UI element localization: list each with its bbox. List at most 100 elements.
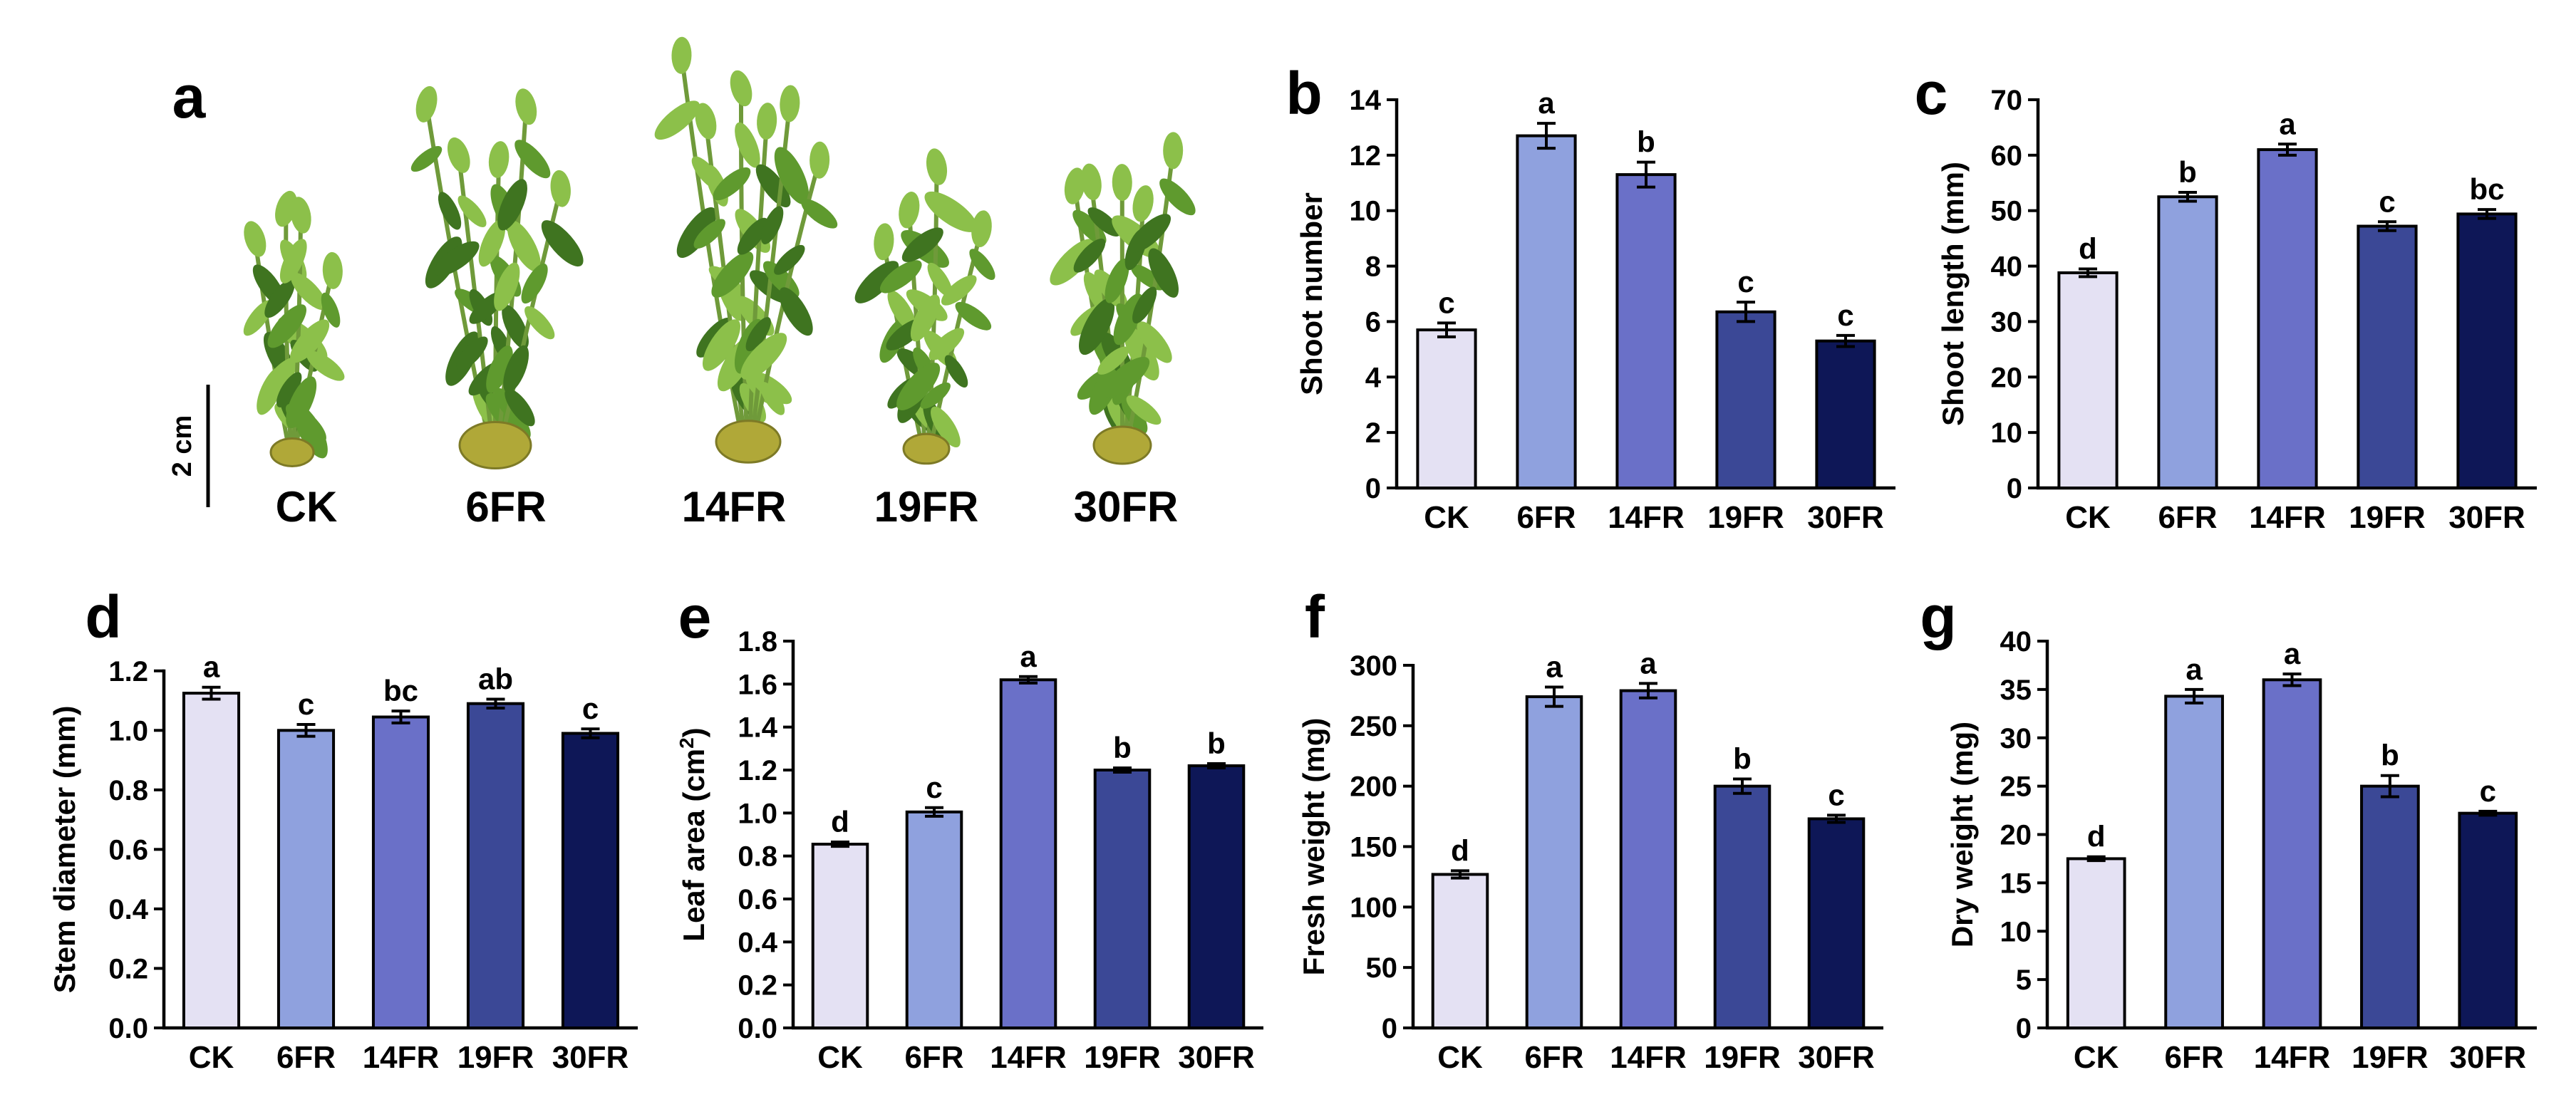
x-tick-label-ck: CK (2074, 1040, 2119, 1075)
y-axis-title: Dry weight (mg) (1945, 722, 1979, 947)
x-tick-label-30fr: 30FR (1178, 1040, 1255, 1075)
bar-6fr (2164, 695, 2224, 1029)
y-tick-label: 200 (1350, 771, 1397, 803)
x-tick-label-30fr: 30FR (2450, 1040, 2527, 1075)
y-tick-label: 0.4 (108, 894, 148, 925)
y-tick-label: 6 (1365, 306, 1381, 338)
bar-14fr (2257, 148, 2318, 489)
significance-letter: c (582, 692, 599, 725)
y-tick-label: 1.4 (738, 712, 777, 744)
chart-c: c 0 10 20 30 40 50 60 70 Shoot length (mm) d CK b 6FR… (1915, 60, 2537, 535)
y-tick-label: 14 (1350, 85, 1382, 116)
bar-19fr (1715, 310, 1776, 489)
bar-6fr (1525, 695, 1583, 1030)
chart-b: b 0 2 4 6 8 10 12 14 Shoot number c CK a 6FR b 14FR c 19F… (1286, 60, 1895, 535)
plant-base (269, 437, 315, 467)
bar-14fr (2262, 678, 2322, 1029)
y-tick-label: 0.4 (738, 927, 777, 958)
chart-d: d 0.0 0.2 0.4 0.6 0.8 1.0 1.2 Stem diameter (mm)… (48, 583, 638, 1075)
significance-letter: c (1837, 298, 1853, 332)
x-tick-label-14fr: 14FR (363, 1040, 440, 1075)
y-tick-label: 1.0 (108, 715, 148, 747)
bar-ck (182, 692, 241, 1029)
panel-e-letter: e (678, 583, 712, 650)
y-tick-label: 35 (2000, 675, 2032, 706)
plant-4 (854, 148, 995, 465)
x-tick-label-19fr: 19FR (1704, 1040, 1781, 1075)
x-tick-label-ck: CK (2065, 500, 2111, 535)
x-tick-label-ck: CK (817, 1040, 863, 1075)
x-tick-label-6fr: 6FR (276, 1040, 336, 1075)
significance-letter: a (1538, 86, 1555, 120)
y-tick-label: 30 (1991, 306, 2023, 338)
x-tick-label-6fr: 6FR (2158, 500, 2217, 535)
y-tick-label: 300 (1350, 650, 1397, 682)
significance-letter: a (2284, 637, 2301, 670)
bar-ck (2057, 271, 2119, 489)
y-tick-label: 1.2 (108, 656, 148, 687)
y-tick-label: 0.8 (108, 775, 148, 806)
plant-base (902, 432, 951, 465)
significance-letter: c (1737, 265, 1754, 298)
y-tick-label: 25 (2000, 771, 2032, 803)
plant-label-3: 14FR (682, 483, 787, 531)
y-tick-label: 0 (2007, 473, 2022, 504)
bar-30fr (2456, 212, 2518, 489)
y-tick-label: 50 (1991, 196, 2023, 227)
y-tick-label: 40 (1991, 251, 2023, 283)
significance-letter: b (1113, 731, 1132, 764)
panel-a-photo: a 2 cm CK 6FR 14FR 19FR 30FR (167, 36, 1196, 531)
y-tick-label: 2 (1365, 417, 1381, 449)
y-tick-label: 100 (1350, 892, 1397, 923)
bar-30fr (1187, 764, 1246, 1029)
plant-2 (410, 85, 584, 469)
significance-letter: c (2379, 184, 2395, 218)
y-axis-title: Leaf area (cm2) (676, 727, 711, 941)
bar-6fr (276, 729, 336, 1030)
bar-6fr (905, 810, 963, 1029)
y-tick-label: 0.2 (738, 970, 777, 1002)
significance-letter: a (1546, 650, 1563, 683)
x-tick-label-14fr: 14FR (1608, 500, 1685, 535)
x-tick-label-30fr: 30FR (1798, 1040, 1875, 1075)
y-tick-label: 50 (1366, 952, 1398, 984)
y-tick-label: 0.8 (738, 841, 777, 873)
bar-30fr (2458, 811, 2518, 1029)
y-tick-label: 20 (2000, 820, 2032, 851)
bar-19fr (2357, 224, 2418, 489)
y-tick-label: 4 (1365, 362, 1382, 393)
plant-base (1092, 425, 1152, 465)
y-tick-label: 40 (2000, 626, 2032, 657)
bar-30fr (1807, 817, 1866, 1030)
y-tick-label: 0.6 (108, 834, 148, 866)
significance-letter: a (203, 650, 220, 684)
y-axis-title: Shoot length (mm) (1936, 162, 1970, 426)
chart-f: f 0 50 100 150 200 250 300 Fresh weight (mg) d CK a… (1297, 583, 1883, 1075)
x-tick-label-ck: CK (1437, 1040, 1483, 1075)
plant-3 (654, 36, 838, 464)
bar-ck (811, 843, 869, 1029)
significance-letter: ab (478, 662, 513, 695)
y-tick-label: 12 (1350, 140, 1382, 172)
y-tick-label: 70 (1991, 85, 2023, 116)
y-axis-title: Stem diameter (mm) (48, 705, 81, 993)
bar-6fr (2157, 195, 2218, 489)
y-tick-label: 1.6 (738, 669, 777, 700)
y-tick-label: 0 (2016, 1013, 2032, 1044)
y-tick-label: 1.8 (738, 626, 777, 657)
bar-30fr (1815, 339, 1876, 489)
x-tick-label-14fr: 14FR (1610, 1040, 1687, 1075)
significance-letter: b (1733, 742, 1752, 775)
bar-19fr (1093, 769, 1152, 1029)
x-tick-label-6fr: 6FR (1524, 1040, 1583, 1075)
x-tick-label-19fr: 19FR (457, 1040, 534, 1075)
plant-base (458, 421, 532, 469)
significance-letter: d (2079, 232, 2097, 265)
bar-19fr (1713, 784, 1771, 1029)
plant-label-4: 19FR (874, 483, 979, 531)
significance-letter: bc (2469, 172, 2504, 206)
bar-ck (1416, 328, 1477, 489)
plant-label-5: 30FR (1074, 483, 1179, 531)
significance-letter: c (298, 687, 314, 721)
significance-letter: d (2087, 820, 2106, 853)
